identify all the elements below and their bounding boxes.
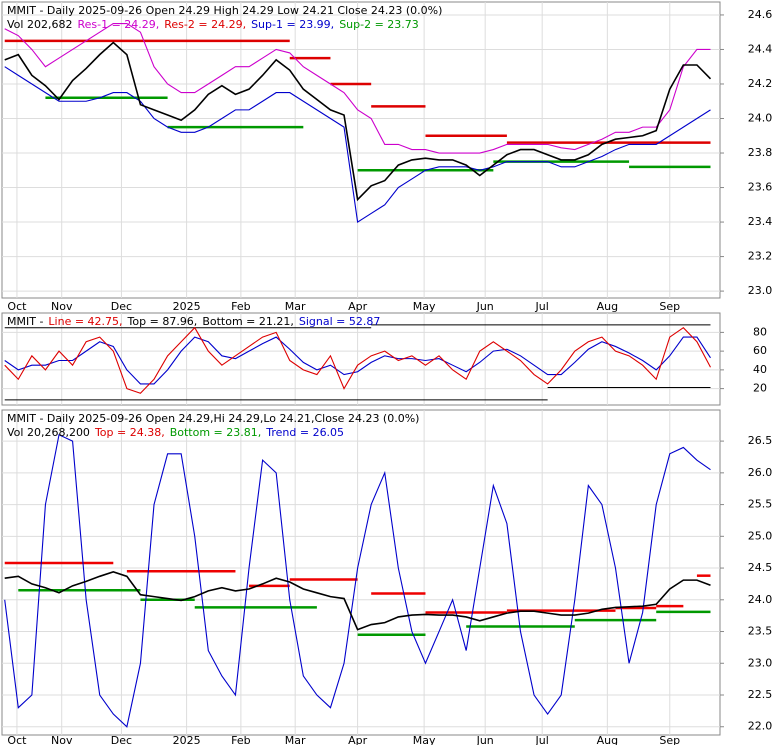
x-tick-label: May — [413, 300, 436, 313]
series-line — [4, 41, 712, 202]
y-tick-label: 24.6 — [748, 8, 773, 21]
legend-entry: Top = 87.96, — [127, 315, 198, 328]
y-tick-label: 24.0 — [748, 593, 773, 606]
x-tick-label: Jul — [535, 300, 549, 313]
legend-entry: Bottom = 21.21, — [202, 315, 294, 328]
y-tick-label: 24.2 — [748, 77, 773, 90]
series-line — [4, 326, 711, 394]
y-tick-label: 23.5 — [748, 625, 773, 638]
x-tick-label: Dec — [111, 300, 132, 313]
panel-header: MMIT - Daily 2025-09-26 Open 24.29,Hi 24… — [7, 412, 419, 425]
legend-entry: Signal = 52.87 — [299, 315, 381, 328]
y-tick-label: 20 — [753, 382, 767, 395]
y-tick-label: 80 — [753, 325, 767, 338]
y-tick-label: 25.5 — [748, 498, 773, 511]
y-tick-label: 23.6 — [748, 181, 773, 194]
series-line — [4, 23, 711, 154]
legend-entry: Vol 20,268,200 — [7, 426, 90, 439]
panel-title: MMIT - — [7, 315, 43, 328]
legend-entry: Vol 202,682 — [7, 18, 72, 31]
y-tick-label: 24.4 — [748, 42, 773, 55]
series-line — [4, 66, 711, 223]
panel-legend: Vol 20,268,200 Top = 24.38, Bottom = 23.81… — [7, 426, 344, 439]
legend-entry: Line = 42.75, — [48, 315, 122, 328]
y-tick-label: 23.0 — [748, 284, 773, 297]
panel-header: MMIT - Daily 2025-09-26 Open 24.29 High … — [7, 4, 442, 17]
y-tick-label: 23.8 — [748, 146, 773, 159]
panel-title: MMIT - Daily 2025-09-26 Open 24.29 High … — [7, 4, 442, 17]
y-tick-label: 22.5 — [748, 688, 773, 701]
y-tick-label: 23.2 — [748, 250, 773, 263]
x-tick-label: Jun — [476, 300, 494, 313]
x-tick-label: Aug — [597, 734, 618, 745]
x-tick-label: Mar — [285, 300, 306, 313]
y-tick-label: 25.0 — [748, 529, 773, 542]
legend-entry: Trend = 26.05 — [265, 426, 344, 439]
y-tick-label: 60 — [753, 344, 767, 357]
y-tick-label: 22.0 — [748, 720, 773, 733]
y-tick-label: 24.5 — [748, 561, 773, 574]
panel-header: MMIT - Line = 42.75, Top = 87.96, Bottom = … — [7, 315, 380, 328]
y-tick-label: 40 — [753, 363, 767, 376]
x-tick-label: Oct — [7, 734, 27, 745]
x-tick-label: Oct — [7, 300, 27, 313]
y-tick-label: 23.0 — [748, 656, 773, 669]
x-tick-label: Sep — [659, 300, 680, 313]
series-line — [4, 571, 711, 631]
y-tick-label: 23.4 — [748, 215, 773, 228]
x-tick-label: Nov — [51, 300, 73, 313]
x-tick-label: 2025 — [173, 300, 201, 313]
x-tick-label: Feb — [231, 300, 250, 313]
x-tick-label: Aug — [597, 300, 618, 313]
x-tick-label: Apr — [348, 734, 368, 745]
legend-entry: Res-2 = 24.29, — [164, 18, 246, 31]
y-tick-label: 24.0 — [748, 112, 773, 125]
panel-legend: Vol 202,682 Res-1 = 24.29, Res-2 = 24.29, S… — [7, 18, 419, 31]
x-tick-label: Sep — [659, 734, 680, 745]
x-tick-label: Mar — [285, 734, 306, 745]
legend-entry: Bottom = 23.81, — [170, 426, 262, 439]
legend-entry: Sup-1 = 23.99, — [251, 18, 334, 31]
x-tick-label: May — [413, 734, 436, 745]
y-tick-label: 26.5 — [748, 434, 773, 447]
x-tick-label: Feb — [231, 734, 250, 745]
x-tick-label: Jun — [476, 734, 494, 745]
panel-title: MMIT - Daily 2025-09-26 Open 24.29,Hi 24… — [7, 412, 419, 425]
x-tick-label: Apr — [348, 300, 368, 313]
x-tick-label: Jul — [535, 734, 549, 745]
legend-entry: Sup-2 = 23.73 — [339, 18, 419, 31]
series-line — [4, 433, 711, 728]
x-tick-label: Dec — [111, 734, 132, 745]
legend-entry: Top = 24.38, — [94, 426, 165, 439]
series-line — [4, 336, 711, 385]
x-tick-label: Nov — [51, 734, 73, 745]
y-tick-label: 26.0 — [748, 466, 773, 479]
legend-entry: Res-1 = 24.29, — [77, 18, 159, 31]
x-tick-label: 2025 — [173, 734, 201, 745]
